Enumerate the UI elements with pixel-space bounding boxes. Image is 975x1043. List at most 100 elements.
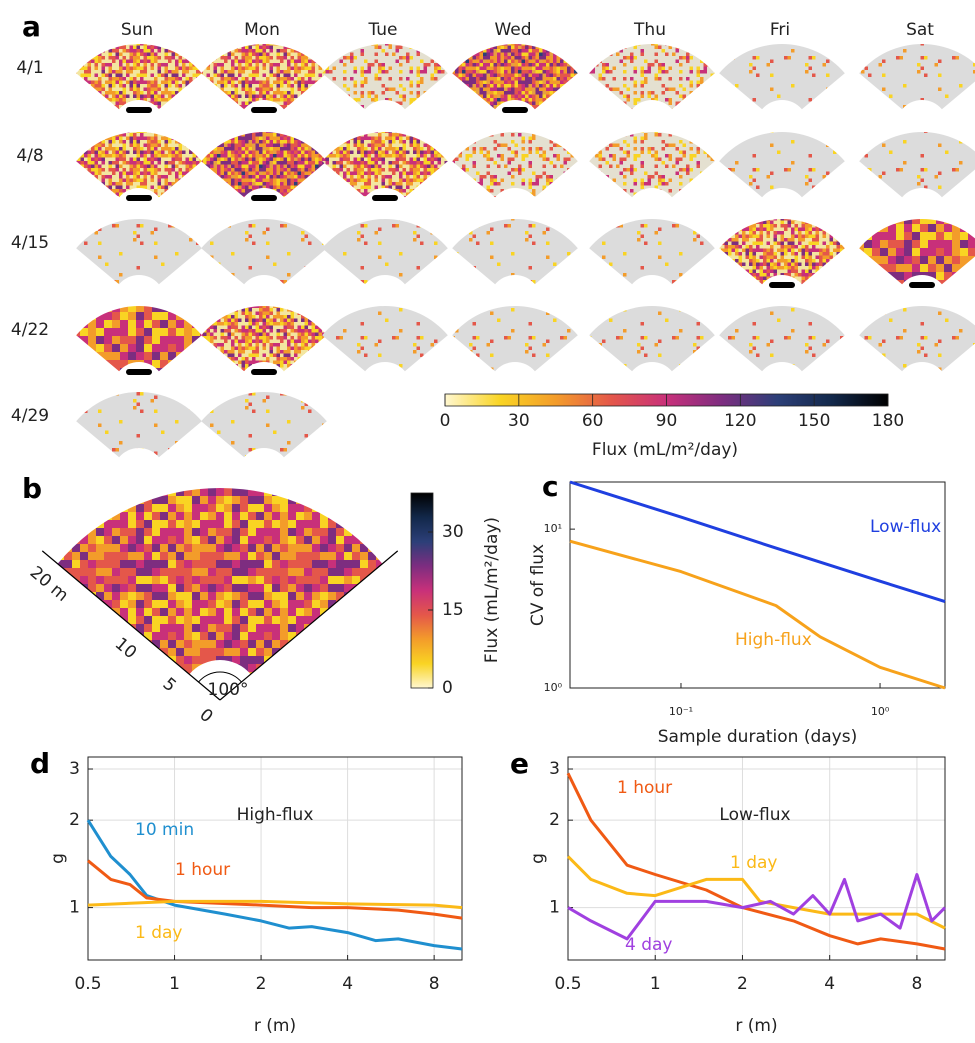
y-tick-label: 1 — [549, 898, 560, 918]
row-label: 4/29 — [11, 406, 49, 426]
column-label: Tue — [367, 20, 397, 40]
series-label: 1 hour — [617, 778, 672, 798]
colorbar-tick-label: 120 — [724, 411, 756, 431]
scale-bar — [126, 369, 152, 375]
x-tick-label: 0.5 — [554, 974, 581, 994]
fan-map — [201, 392, 327, 458]
scale-bar — [502, 107, 528, 113]
y-tick-label: 3 — [69, 759, 80, 779]
fan-map — [57, 487, 383, 675]
angle-label: 100° — [208, 680, 249, 700]
x-tick-label: 4 — [824, 974, 835, 994]
fan-map — [719, 43, 845, 110]
colorbar-tick-label: 30 — [508, 411, 530, 431]
y-axis-label: CV of flux — [528, 544, 548, 626]
x-tick-label: 1 — [650, 974, 661, 994]
fan-map — [452, 306, 578, 372]
fan-map — [859, 306, 975, 372]
x-tick-label: 4 — [342, 974, 353, 994]
fan-map — [76, 391, 202, 458]
series-label: 1 day — [730, 853, 778, 873]
series-label: 10 min — [135, 820, 194, 840]
fan-map — [719, 131, 845, 198]
series-line — [569, 539, 946, 690]
radius-label: 10 — [111, 634, 140, 663]
series-label: 1 hour — [175, 860, 230, 880]
colorbar-tick-label: 15 — [442, 600, 464, 620]
axes-box — [87, 756, 463, 961]
column-label: Thu — [633, 20, 666, 40]
colorbar-tick-label: 60 — [582, 411, 604, 431]
y-tick-label: 10¹ — [544, 522, 562, 535]
radius-label: 0 — [195, 705, 216, 727]
row-label: 4/8 — [16, 146, 43, 166]
row-label: 4/22 — [11, 320, 49, 340]
column-label: Wed — [494, 20, 531, 40]
series-label: 4 day — [625, 935, 673, 955]
colorbar-label: Flux (mL/m²/day) — [592, 440, 738, 460]
series-line — [567, 873, 947, 941]
fan-map — [76, 219, 202, 285]
fan-map — [322, 131, 448, 198]
x-axis-label: Sample duration (days) — [658, 727, 857, 747]
fan-map — [76, 43, 202, 110]
fan-map — [859, 44, 975, 110]
x-tick-label: 8 — [912, 974, 923, 994]
panel-title: High-flux — [237, 805, 314, 825]
panel-letter: b — [22, 472, 42, 505]
colorbar-label: Flux (mL/m²/day) — [482, 517, 502, 663]
y-tick-label: 1 — [69, 898, 80, 918]
fan-map — [322, 305, 448, 372]
fan-map — [589, 131, 715, 198]
y-tick-label: 2 — [69, 810, 80, 830]
fan-map — [76, 131, 202, 198]
colorbar — [410, 492, 434, 689]
y-axis-label: g — [48, 853, 68, 864]
panel-letter: c — [542, 470, 559, 503]
row-label: 4/1 — [16, 58, 43, 78]
fan-map — [201, 219, 327, 285]
fan-map — [719, 305, 845, 372]
series-line — [87, 899, 463, 910]
fan-map — [452, 219, 578, 285]
row-label: 4/15 — [11, 233, 49, 253]
colorbar-tick-label: 0 — [440, 411, 451, 431]
x-tick-label: 10⁰ — [871, 705, 890, 718]
fan-map — [201, 43, 327, 110]
panel-letter: d — [30, 747, 50, 780]
scale-bar — [372, 195, 398, 201]
colorbar-tick-label: 0 — [442, 678, 453, 698]
series-label: Low-flux — [870, 517, 941, 537]
radius-label: 5 — [159, 674, 180, 696]
column-label: Sat — [906, 20, 934, 40]
fan-map — [76, 305, 202, 372]
colorbar-tick-label: 90 — [656, 411, 678, 431]
series-line — [87, 859, 463, 920]
series-label: High-flux — [735, 630, 812, 650]
x-tick-label: 2 — [737, 974, 748, 994]
x-axis-label: r (m) — [735, 1016, 777, 1036]
column-label: Fri — [770, 20, 790, 40]
colorbar-tick-label: 150 — [798, 411, 830, 431]
series-line — [569, 480, 946, 604]
scale-bar — [251, 107, 277, 113]
y-tick-label: 3 — [549, 759, 560, 779]
x-tick-label: 0.5 — [74, 974, 101, 994]
axes-box — [569, 481, 946, 689]
column-label: Mon — [244, 20, 280, 40]
fan-map — [589, 218, 715, 285]
fan-map — [322, 219, 448, 285]
series-line — [566, 855, 946, 930]
x-axis-label: r (m) — [254, 1016, 296, 1036]
x-tick-label: 2 — [256, 974, 267, 994]
fan-map — [201, 131, 327, 198]
fan-edge — [219, 550, 399, 701]
fan-map — [859, 219, 975, 285]
panel-title: Low-flux — [719, 805, 790, 825]
fan-map — [452, 131, 578, 198]
scale-bar — [126, 195, 152, 201]
scale-bar — [769, 282, 795, 288]
fan-map — [201, 306, 327, 372]
scale-bar — [126, 107, 152, 113]
